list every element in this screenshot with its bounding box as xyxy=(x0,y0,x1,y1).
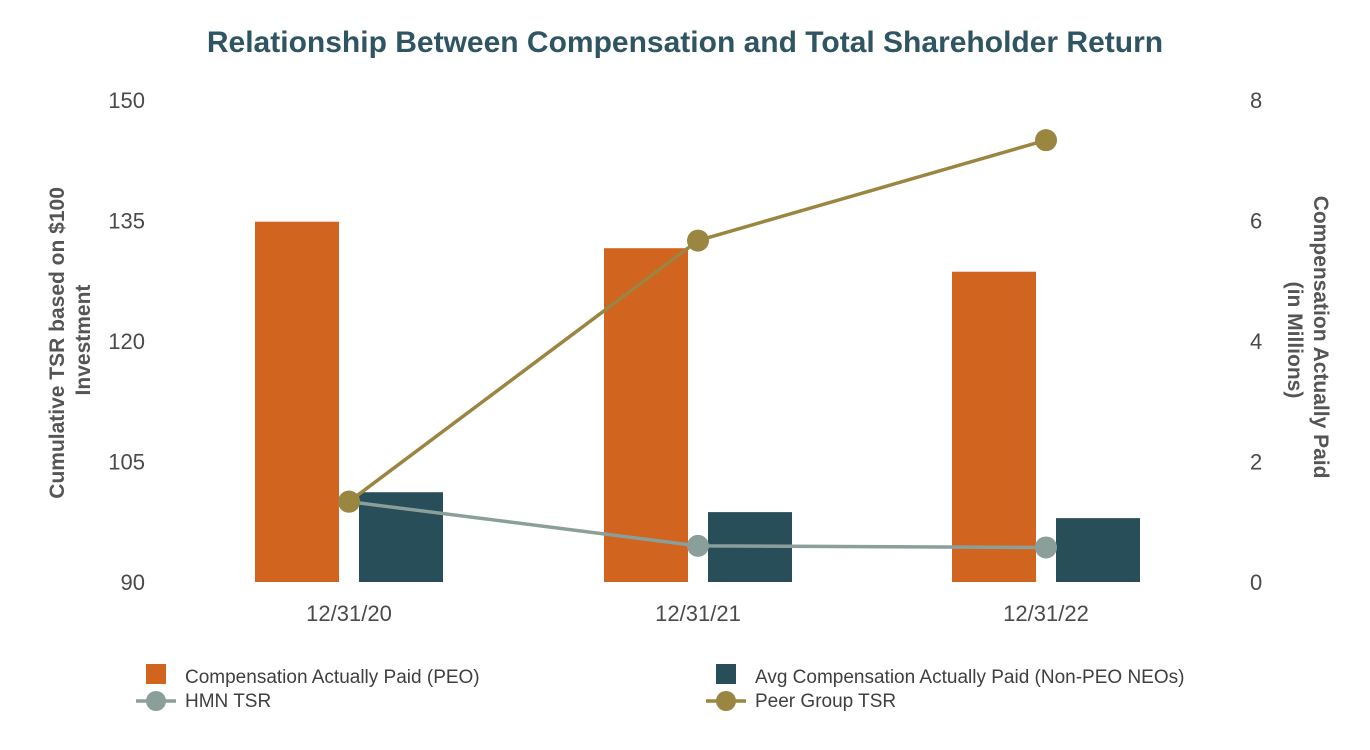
right-tick-label: 4 xyxy=(1250,329,1262,354)
left-tick-label: 105 xyxy=(108,450,145,475)
legend-label: Peer Group TSR xyxy=(755,691,896,712)
left-tick-label: 150 xyxy=(108,88,145,113)
right-tick-label: 0 xyxy=(1250,570,1262,595)
legend-marker-hmn-tsr xyxy=(146,691,166,711)
x-tick-label: 12/31/20 xyxy=(306,601,392,626)
right-axis-title-line2: (in Millions) xyxy=(1283,282,1306,399)
legend-label: HMN TSR xyxy=(185,691,271,712)
hmn-tsr-point xyxy=(687,534,709,557)
legend-swatch-peo-cap xyxy=(146,664,166,684)
left-axis-title-line2: Investment xyxy=(72,285,95,396)
bar-avg-neo-cap xyxy=(1056,518,1140,582)
right-tick-label: 8 xyxy=(1250,88,1262,113)
chart-title: Relationship Between Compensation and To… xyxy=(207,26,1163,59)
right-axis-title: Compensation Actually Paid (in Millions) xyxy=(1283,196,1332,485)
right-tick-label: 6 xyxy=(1250,209,1262,234)
x-tick-label: 12/31/22 xyxy=(1003,601,1089,626)
hmn-tsr-point xyxy=(1035,536,1057,559)
x-tick-label: 12/31/21 xyxy=(655,601,741,626)
left-tick-label: 120 xyxy=(108,329,145,354)
left-axis-title-line1: Cumulative TSR based on $100 xyxy=(46,187,69,499)
right-tick-label: 2 xyxy=(1250,450,1262,475)
bars-group xyxy=(255,221,1140,582)
legend: Compensation Actually Paid (PEO) Avg Comp… xyxy=(136,664,1184,712)
peer-group-tsr-line xyxy=(347,138,1047,504)
lines-group xyxy=(338,129,1057,559)
x-axis-labels: 12/31/20 12/31/21 12/31/22 xyxy=(306,601,1089,626)
left-axis-ticks: 150 135 120 105 90 xyxy=(108,88,145,595)
peer-group-tsr-point xyxy=(687,229,709,252)
bar-peo-cap xyxy=(952,271,1036,582)
right-axis-ticks: 8 6 4 2 0 xyxy=(1250,88,1262,595)
legend-label: Avg Compensation Actually Paid (Non-PEO … xyxy=(755,667,1184,688)
bar-peo-cap xyxy=(255,221,339,582)
legend-marker-peer-group-tsr xyxy=(716,691,736,711)
peer-group-tsr-point xyxy=(1035,129,1057,152)
right-axis-title-line1: Compensation Actually Paid xyxy=(1309,196,1332,479)
peer-group-tsr-point xyxy=(338,490,360,513)
left-tick-label: 90 xyxy=(121,570,145,595)
legend-swatch-avg-neo-cap xyxy=(716,664,736,684)
bar-peo-cap xyxy=(604,248,688,582)
left-axis-title: Cumulative TSR based on $100 Investment xyxy=(46,181,95,498)
legend-label: Compensation Actually Paid (PEO) xyxy=(185,667,480,688)
left-tick-label: 135 xyxy=(108,209,145,234)
